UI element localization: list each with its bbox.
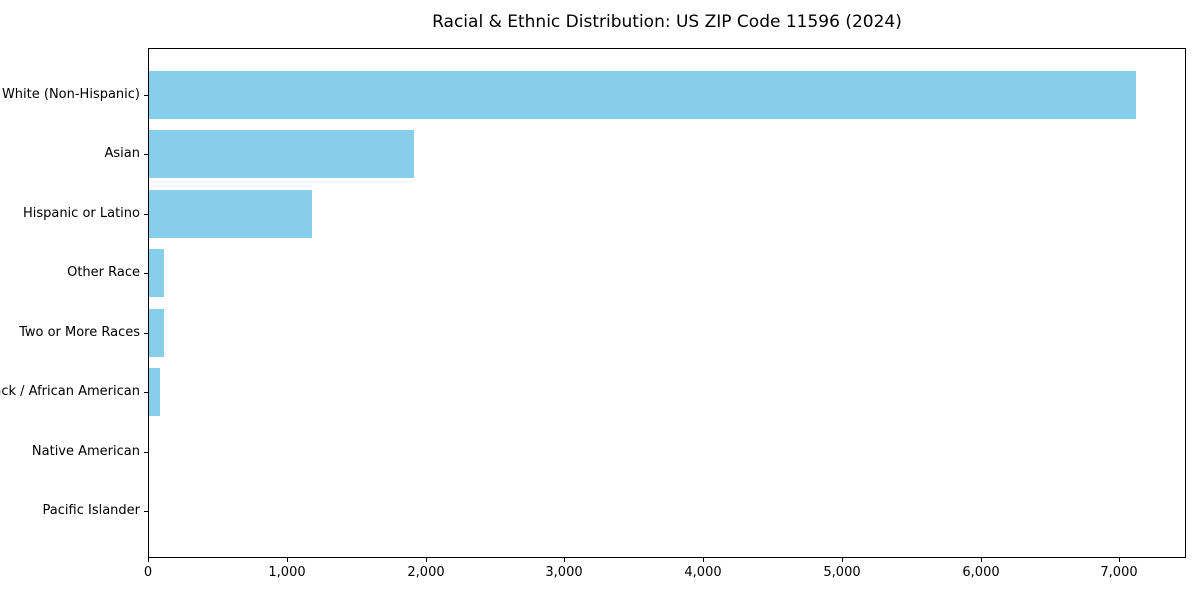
xtick-mark bbox=[287, 558, 288, 562]
ytick-label: Hispanic or Latino bbox=[22, 206, 140, 221]
xtick-mark bbox=[703, 558, 704, 562]
xtick-label: 3,000 bbox=[545, 565, 583, 580]
xtick-label: 6,000 bbox=[962, 565, 1000, 580]
ytick-mark bbox=[144, 333, 148, 334]
ytick-label: Asian bbox=[104, 146, 140, 161]
bar bbox=[149, 249, 164, 297]
ytick-mark bbox=[144, 95, 148, 96]
xtick-mark bbox=[426, 558, 427, 562]
ytick-label: Pacific Islander bbox=[42, 503, 140, 518]
plot-area bbox=[148, 48, 1186, 558]
chart-title: Racial & Ethnic Distribution: US ZIP Cod… bbox=[432, 12, 902, 32]
xtick-mark bbox=[564, 558, 565, 562]
ytick-label: White (Non-Hispanic) bbox=[1, 87, 140, 102]
bar bbox=[149, 190, 312, 238]
ytick-mark bbox=[144, 511, 148, 512]
ytick-label: Native American bbox=[31, 444, 140, 459]
bar bbox=[149, 309, 164, 357]
xtick-mark bbox=[148, 558, 149, 562]
ytick-label: Black / African American bbox=[0, 384, 140, 399]
xtick-label: 7,000 bbox=[1100, 565, 1138, 580]
ytick-mark bbox=[144, 154, 148, 155]
xtick-mark bbox=[842, 558, 843, 562]
xtick-label: 4,000 bbox=[684, 565, 722, 580]
ytick-mark bbox=[144, 452, 148, 453]
ytick-mark bbox=[144, 273, 148, 274]
bar bbox=[149, 71, 1136, 119]
ytick-label: Other Race bbox=[67, 265, 140, 280]
bar bbox=[149, 368, 160, 416]
xtick-mark bbox=[981, 558, 982, 562]
xtick-label: 2,000 bbox=[407, 565, 445, 580]
xtick-label: 5,000 bbox=[823, 565, 861, 580]
ytick-mark bbox=[144, 392, 148, 393]
ytick-label: Two or More Races bbox=[19, 325, 140, 340]
xtick-label: 0 bbox=[143, 565, 153, 580]
bar bbox=[149, 130, 414, 178]
ytick-mark bbox=[144, 214, 148, 215]
xtick-label: 1,000 bbox=[268, 565, 306, 580]
xtick-mark bbox=[1119, 558, 1120, 562]
